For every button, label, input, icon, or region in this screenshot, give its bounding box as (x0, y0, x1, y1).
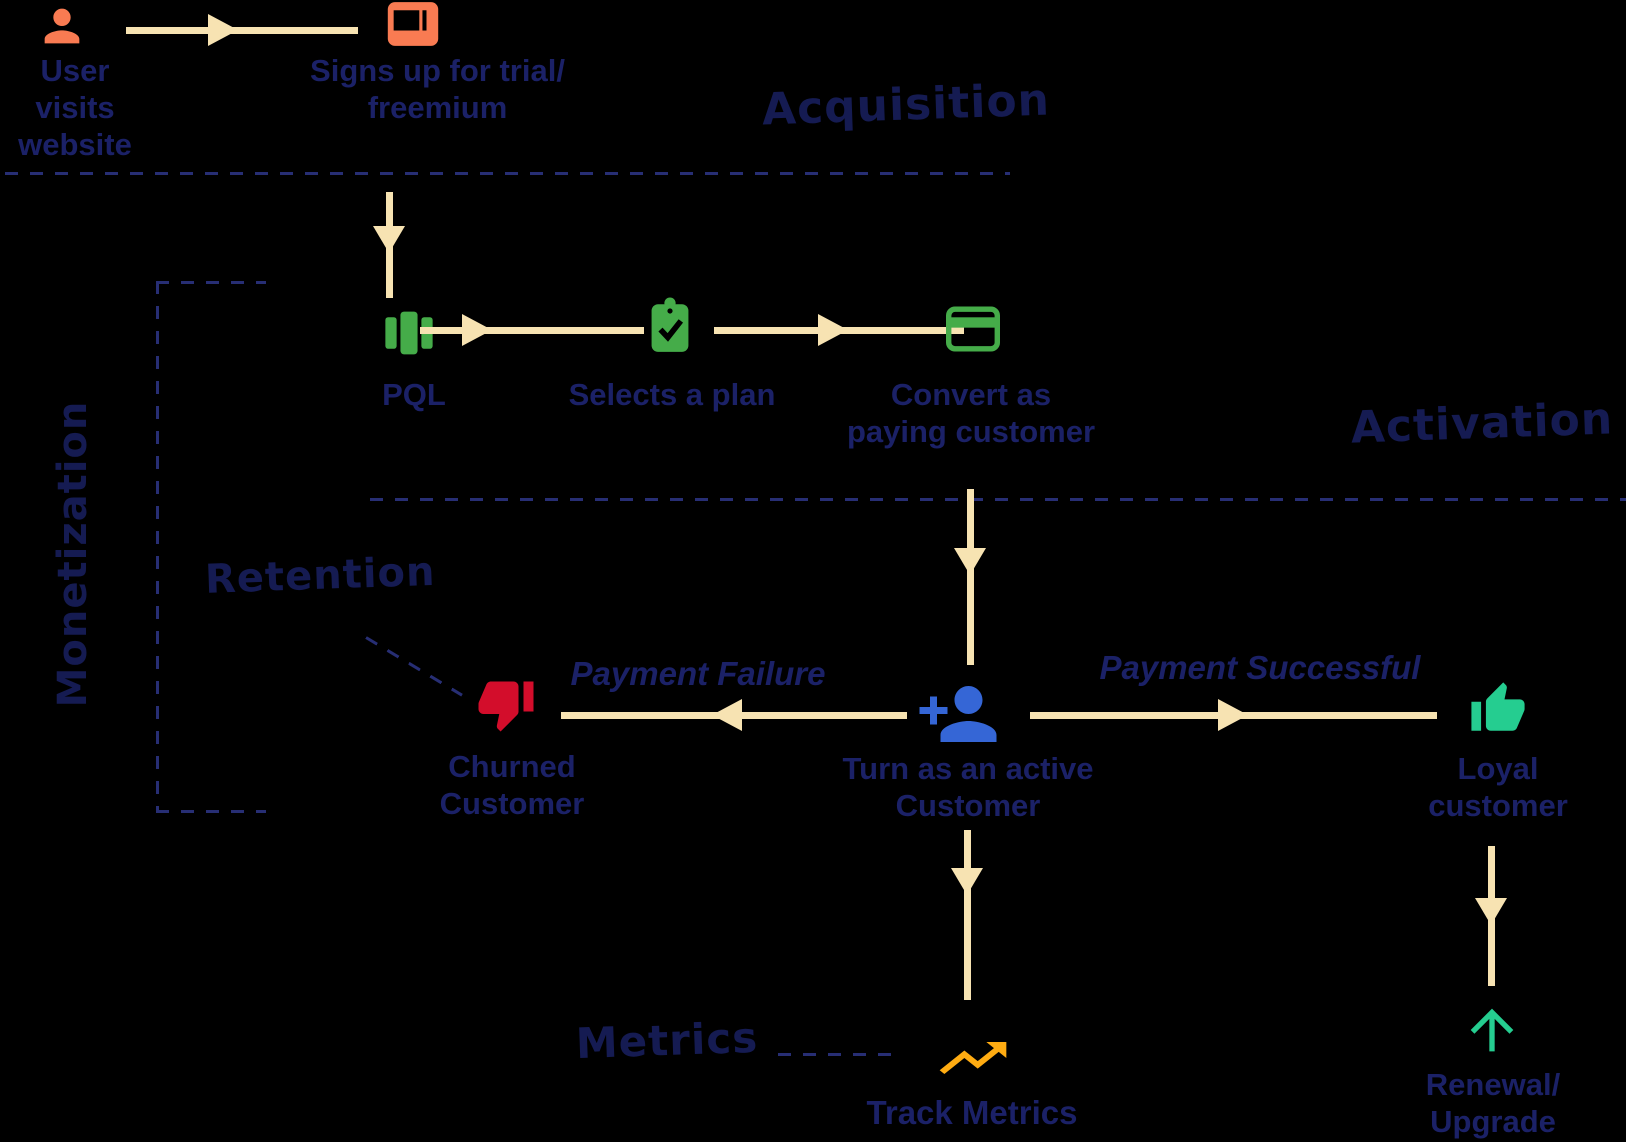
arrow-up-icon (1460, 998, 1524, 1062)
arrowhead-right-icon (818, 314, 848, 346)
monetization-bracket-top (156, 281, 266, 284)
signup-form-icon (386, 0, 440, 48)
arrowhead-left-icon (712, 699, 742, 731)
credit-card-icon (946, 306, 1000, 352)
divider-activation (370, 498, 1626, 501)
thumb-up-icon (1468, 680, 1528, 738)
payment-failure-label: Payment Failure (570, 655, 826, 692)
section-title-activation: Activation (1350, 393, 1614, 454)
arrowhead-right-icon (462, 314, 492, 346)
section-title-retention: Retention (204, 548, 437, 603)
arrowhead-right-icon (1218, 699, 1248, 731)
person-add-icon (916, 672, 1000, 756)
divider-acquisition (5, 172, 1010, 175)
metrics-pointer (778, 1053, 896, 1056)
loyal-label: Loyal customer (1428, 751, 1568, 823)
convert-label: Convert as paying customer (846, 377, 1096, 449)
pql-label: PQL (382, 377, 446, 412)
payment-successful-label: Payment Successful (1099, 649, 1421, 686)
retention-pointer (365, 636, 463, 697)
signs-up-label: Signs up for trial/ freemium (310, 53, 565, 125)
arrowhead-down-icon (951, 868, 983, 895)
monetization-bracket-bottom (156, 810, 266, 813)
churned-label: Churned Customer (439, 749, 585, 821)
section-title-monetization: Monetization (50, 400, 96, 708)
section-title-acquisition: Acquisition (761, 74, 1051, 136)
arrowhead-down-icon (1475, 898, 1507, 925)
thumb-down-icon (476, 674, 536, 734)
arrowhead-right-icon (208, 14, 238, 46)
arrowhead-down-icon (373, 226, 405, 253)
active-customer-label: Turn as an active Customer (842, 751, 1094, 823)
section-title-metrics: Metrics (574, 1012, 759, 1069)
user-visits-label: User visits website (18, 53, 132, 162)
arrow-convert-active (967, 489, 974, 665)
renewal-label: Renewal/ Upgrade (1425, 1067, 1561, 1139)
trending-up-icon (933, 1026, 1013, 1090)
person-icon (36, 0, 88, 54)
arrow-active-metrics (964, 830, 971, 1000)
clipboard-check-icon (644, 296, 696, 358)
arrow-pql-plan (420, 327, 644, 334)
arrowhead-down-icon (954, 548, 986, 575)
selects-plan-label: Selects a plan (568, 377, 776, 412)
arrow-visit-signup (126, 27, 358, 34)
monetization-bracket-left (156, 281, 159, 813)
track-metrics-label: Track Metrics (866, 1094, 1078, 1131)
